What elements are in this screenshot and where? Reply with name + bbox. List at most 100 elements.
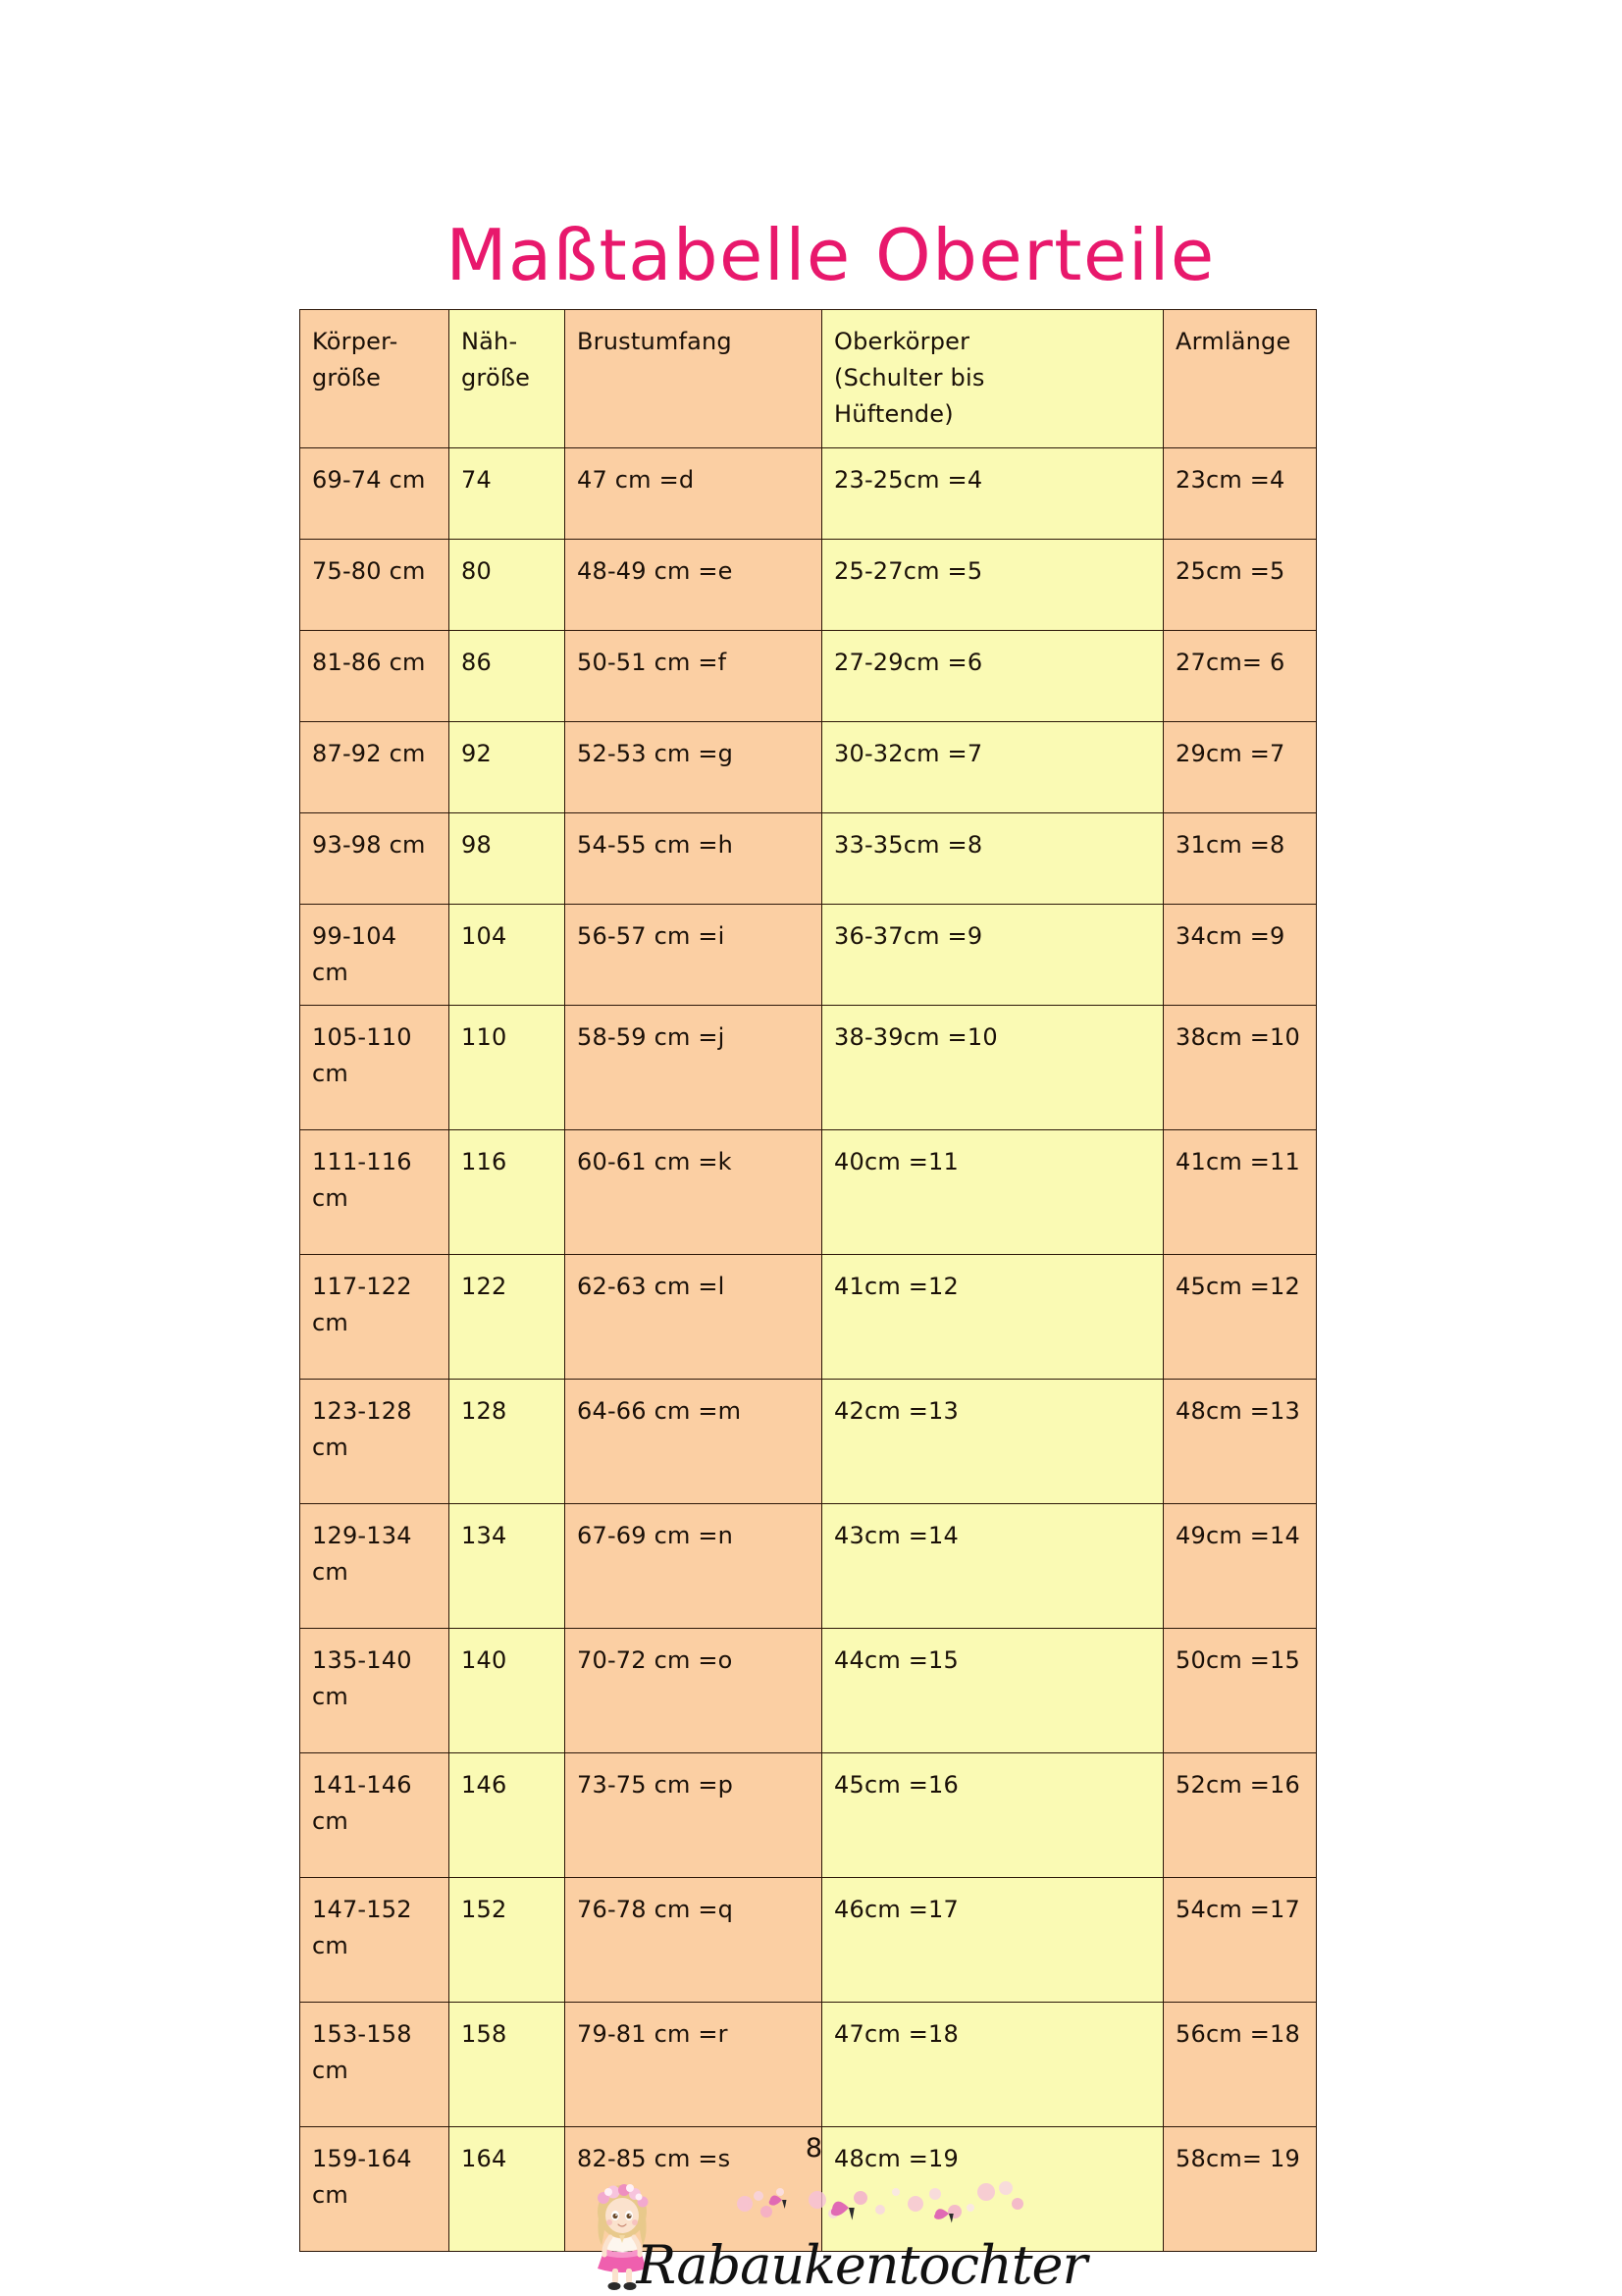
cell-oberkoerper: 47cm =18: [821, 2001, 1164, 2127]
table-header: Körper- größe Näh- größe Brustumfang Obe…: [299, 309, 1317, 448]
column-header-naehgroesse: Näh- größe: [448, 309, 565, 448]
cell-koerpergroesse: 105-110 cm: [299, 1004, 449, 1130]
cell-armlaenge: 48cm =13: [1163, 1378, 1317, 1504]
cell-armlaenge: 58cm= 19: [1163, 2125, 1317, 2252]
table-row: 129-134 cm 134 67-69 cm =n 43cm =14 49cm =14: [299, 1502, 1317, 1629]
cell-koerpergroesse: 147-152 cm: [299, 1876, 449, 2003]
column-header-armlaenge: Armlänge: [1163, 309, 1317, 448]
table-header-row: Körper- größe Näh- größe Brustumfang Obe…: [299, 309, 1317, 448]
girl-illustration-icon: [597, 2184, 648, 2290]
cell-koerpergroesse: 129-134 cm: [299, 1502, 449, 1629]
cell-oberkoerper: 41cm =12: [821, 1253, 1164, 1380]
table-row: 141-146 cm 146 73-75 cm =p 45cm =16 52cm =16: [299, 1751, 1317, 1878]
cell-brustumfang: 58-59 cm =j: [564, 1004, 822, 1130]
cell-naehgroesse: 86: [448, 629, 565, 722]
column-header-oberkoerper: Oberkörper (Schulter bis Hüftende): [821, 309, 1164, 448]
cell-brustumfang: 52-53 cm =g: [564, 720, 822, 813]
table-row: 147-152 cm 152 76-78 cm =q 46cm =17 54cm =17: [299, 1876, 1317, 2003]
cell-koerpergroesse: 123-128 cm: [299, 1378, 449, 1504]
cell-armlaenge: 29cm =7: [1163, 720, 1317, 813]
cell-oberkoerper: 43cm =14: [821, 1502, 1164, 1629]
cell-brustumfang: 54-55 cm =h: [564, 811, 822, 905]
header-line-2: größe: [312, 364, 382, 392]
cell-koerpergroesse: 99-104 cm: [299, 903, 449, 1006]
cell-armlaenge: 25cm =5: [1163, 538, 1317, 631]
cell-brustumfang: 48-49 cm =e: [564, 538, 822, 631]
cell-naehgroesse: 158: [448, 2001, 565, 2127]
cell-koerpergroesse: 141-146 cm: [299, 1751, 449, 1878]
cell-armlaenge: 52cm =16: [1163, 1751, 1317, 1878]
cell-koerpergroesse: 135-140 cm: [299, 1627, 449, 1753]
cell-koerpergroesse: 111-116 cm: [299, 1128, 449, 1255]
cell-oberkoerper: 23-25cm =4: [821, 446, 1164, 540]
cell-koerpergroesse: 117-122 cm: [299, 1253, 449, 1380]
cell-oberkoerper: 36-37cm =9: [821, 903, 1164, 1006]
cell-koerpergroesse: 153-158 cm: [299, 2001, 449, 2127]
column-header-brustumfang: Brustumfang: [564, 309, 822, 448]
header-line-2: größe: [461, 364, 531, 392]
cell-naehgroesse: 74: [448, 446, 565, 540]
size-table-container: Körper- größe Näh- größe Brustumfang Obe…: [299, 309, 1317, 2252]
cell-koerpergroesse: 87-92 cm: [299, 720, 449, 813]
cell-armlaenge: 50cm =15: [1163, 1627, 1317, 1753]
cell-koerpergroesse: 159-164 cm: [299, 2125, 449, 2252]
cell-oberkoerper: 48cm =19: [821, 2125, 1164, 2252]
table-row: 111-116 cm 116 60-61 cm =k 40cm =11 41cm =11: [299, 1128, 1317, 1255]
header-line-3: Hüftende): [834, 400, 954, 429]
table-row: 75-80 cm 80 48-49 cm =e 25-27cm =5 25cm =5: [299, 538, 1317, 631]
cell-koerpergroesse: 81-86 cm: [299, 629, 449, 722]
table-row: 99-104 cm 104 56-57 cm =i 36-37cm =9 34cm =9: [299, 903, 1317, 1006]
table-row: 123-128 cm 128 64-66 cm =m 42cm =13 48cm =13: [299, 1378, 1317, 1504]
cell-naehgroesse: 164: [448, 2125, 565, 2252]
page-number: 8: [805, 2133, 823, 2164]
table-row: 69-74 cm 74 47 cm =d 23-25cm =4 23cm =4: [299, 446, 1317, 540]
table-row: 135-140 cm 140 70-72 cm =o 44cm =15 50cm =15: [299, 1627, 1317, 1753]
cell-oberkoerper: 33-35cm =8: [821, 811, 1164, 905]
cell-oberkoerper: 40cm =11: [821, 1128, 1164, 1255]
cell-armlaenge: 49cm =14: [1163, 1502, 1317, 1629]
cell-naehgroesse: 98: [448, 811, 565, 905]
cell-oberkoerper: 44cm =15: [821, 1627, 1164, 1753]
cell-brustumfang: 62-63 cm =l: [564, 1253, 822, 1380]
cell-oberkoerper: 27-29cm =6: [821, 629, 1164, 722]
cell-brustumfang: 79-81 cm =r: [564, 2001, 822, 2127]
cell-brustumfang: 73-75 cm =p: [564, 1751, 822, 1878]
table-row: 153-158 cm 158 79-81 cm =r 47cm =18 56cm =18: [299, 2001, 1317, 2127]
cell-armlaenge: 34cm =9: [1163, 903, 1317, 1006]
brand-footer: Rabaukentochter: [0, 2166, 1622, 2294]
cell-naehgroesse: 146: [448, 1751, 565, 1878]
cell-naehgroesse: 110: [448, 1004, 565, 1130]
table-row: 93-98 cm 98 54-55 cm =h 33-35cm =8 31cm =8: [299, 811, 1317, 905]
cell-naehgroesse: 80: [448, 538, 565, 631]
cell-armlaenge: 56cm =18: [1163, 2001, 1317, 2127]
header-line-1: Brustumfang: [577, 328, 732, 355]
cell-oberkoerper: 30-32cm =7: [821, 720, 1164, 813]
table-row: 105-110 cm 110 58-59 cm =j 38-39cm =10 38cm …: [299, 1004, 1317, 1130]
cell-brustumfang: 67-69 cm =n: [564, 1502, 822, 1629]
butterflies-decoration-icon: [736, 2181, 1023, 2223]
size-table: Körper- größe Näh- größe Brustumfang Obe…: [299, 309, 1317, 2252]
cell-koerpergroesse: 93-98 cm: [299, 811, 449, 905]
table-row: 87-92 cm 92 52-53 cm =g 30-32cm =7 29cm =7: [299, 720, 1317, 813]
cell-brustumfang: 56-57 cm =i: [564, 903, 822, 1006]
column-header-koerpergroesse: Körper- größe: [299, 309, 449, 448]
cell-oberkoerper: 45cm =16: [821, 1751, 1164, 1878]
cell-naehgroesse: 92: [448, 720, 565, 813]
cell-naehgroesse: 140: [448, 1627, 565, 1753]
table-row: 117-122 cm 122 62-63 cm =l 41cm =12 45cm =12: [299, 1253, 1317, 1380]
header-line-1: Armlänge: [1176, 328, 1291, 355]
cell-brustumfang: 50-51 cm =f: [564, 629, 822, 722]
cell-brustumfang: 76-78 cm =q: [564, 1876, 822, 2003]
cell-brustumfang: 60-61 cm =k: [564, 1128, 822, 1255]
brand-name: Rabaukentochter: [636, 2234, 1088, 2296]
cell-armlaenge: 27cm= 6: [1163, 629, 1317, 722]
cell-naehgroesse: 128: [448, 1378, 565, 1504]
cell-naehgroesse: 152: [448, 1876, 565, 2003]
cell-armlaenge: 38cm =10: [1163, 1004, 1317, 1130]
cell-armlaenge: 54cm =17: [1163, 1876, 1317, 2003]
header-line-2: (Schulter bis: [834, 364, 985, 392]
cell-brustumfang: 47 cm =d: [564, 446, 822, 540]
table-body: 69-74 cm 74 47 cm =d 23-25cm =4 23cm =4 75-80…: [299, 446, 1317, 2252]
cell-armlaenge: 23cm =4: [1163, 446, 1317, 540]
